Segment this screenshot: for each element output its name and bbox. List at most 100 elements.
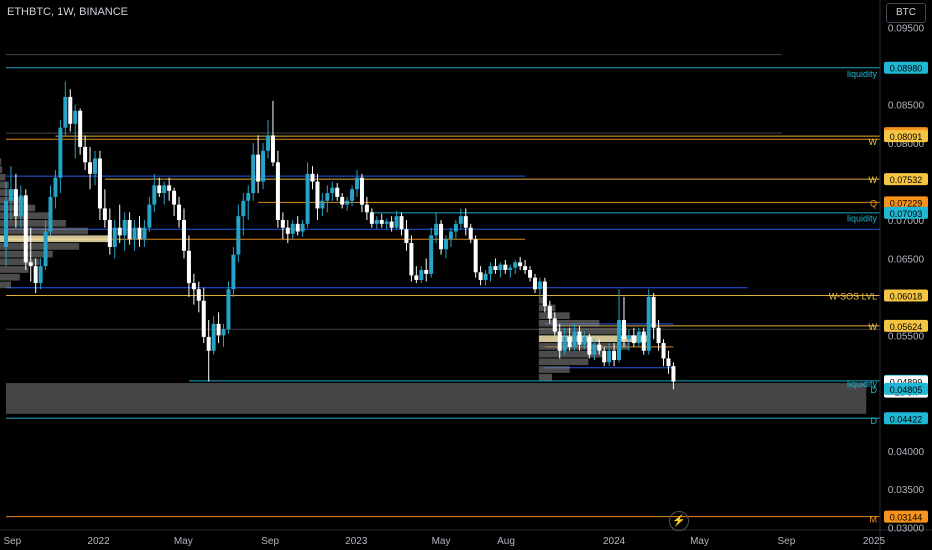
x-tick-label: May (690, 536, 709, 547)
candle-body (48, 196, 53, 232)
y-tick-label: 0.06500 (888, 254, 925, 265)
candle-body (97, 158, 102, 209)
candle-body (532, 277, 537, 290)
candle-body (132, 227, 137, 240)
candle-body (592, 344, 597, 355)
lightning-icon[interactable]: ⚡ (669, 511, 689, 531)
candle-body (92, 158, 97, 174)
candle-body (350, 189, 355, 201)
level-annotation: W-SOS LVL (829, 291, 877, 301)
y-tick-label: 0.03000 (888, 524, 925, 535)
candle-body (552, 318, 557, 332)
price-label-box (884, 61, 928, 74)
level-annotation: liquidity (847, 69, 878, 79)
volume-profile-bar (538, 373, 553, 381)
candle-body (102, 208, 107, 220)
candle-body (626, 335, 631, 340)
candle-body (196, 289, 201, 301)
candle-body (43, 231, 48, 267)
candle-body (528, 270, 533, 278)
candle-body (666, 358, 671, 367)
symbol-title: ETHBTC, 1W, BINANCE (7, 6, 129, 18)
candle-body (231, 254, 236, 290)
level-annotation: W (869, 137, 878, 147)
candle-body (523, 266, 528, 270)
y-tick-label: 0.09500 (888, 24, 925, 35)
level-annotation: W (869, 175, 878, 185)
x-tick-label: Aug (497, 536, 515, 547)
currency-button[interactable]: BTC (886, 3, 926, 23)
candle-body (345, 200, 350, 205)
candle-body (191, 283, 196, 290)
price-label-box (884, 289, 928, 302)
candle-body (58, 127, 63, 178)
candle-body (251, 154, 256, 194)
y-tick-label: 0.08000 (888, 139, 925, 150)
candle-body (330, 187, 335, 194)
candle-body (181, 220, 186, 251)
price-label: 0.07093 (890, 209, 923, 219)
candle-body (152, 185, 157, 205)
candle-body (256, 154, 261, 182)
price-label-box (884, 510, 928, 523)
candle-body (320, 200, 325, 209)
candle-body (661, 343, 666, 359)
candle-body (167, 185, 172, 191)
candle-body (419, 270, 424, 280)
level-annotation: D (871, 385, 878, 395)
candle-body (597, 344, 602, 351)
candle-body (404, 229, 409, 244)
price-label: 0.03144 (890, 513, 923, 523)
price-label: 0.04422 (890, 414, 923, 424)
candle-body (493, 266, 498, 270)
candle-body (147, 204, 152, 228)
price-label-box (884, 206, 928, 219)
candle-body (68, 96, 73, 124)
x-tick-label: Sep (778, 536, 796, 547)
candle-body (315, 181, 320, 209)
candle-body (305, 173, 310, 224)
level-annotation: M (870, 514, 878, 524)
candle-body (379, 220, 384, 224)
candle-body (453, 223, 458, 232)
x-tick-label: May (432, 536, 451, 547)
y-tick-label: 0.07000 (888, 216, 925, 227)
volume-profile-bar (538, 335, 649, 343)
volume-profile-bar (538, 350, 605, 358)
candle-body (285, 227, 290, 234)
volume-profile-bar (0, 227, 88, 235)
candle-body (671, 366, 676, 382)
price-label: 0.06018 (890, 292, 923, 302)
candle-body (557, 331, 562, 351)
candle-body (359, 177, 364, 205)
candle-body (503, 264, 508, 270)
candle-body (542, 281, 547, 307)
candle-body (656, 327, 661, 344)
candle-body (582, 336, 587, 345)
candle-body (4, 200, 8, 247)
candle-body (488, 266, 493, 274)
candle-body (53, 177, 58, 197)
volume-profile-bar (0, 166, 3, 173)
price-label-box (884, 382, 928, 395)
candle-body (448, 231, 453, 240)
candle-body (374, 220, 379, 224)
candle-body (38, 266, 43, 284)
price-label: 0.04805 (890, 385, 923, 395)
candle-body (28, 262, 33, 267)
candle-body (162, 185, 167, 194)
candle-body (78, 110, 83, 147)
candle-body (13, 189, 18, 217)
candle-body (127, 220, 132, 240)
volume-profile-bar (0, 273, 20, 281)
candle-body (434, 223, 439, 236)
candle-body (607, 350, 612, 363)
level-annotation: liquidity (847, 379, 878, 389)
candle-body (537, 281, 542, 290)
candle-body (241, 200, 246, 217)
level-annotation: liquidity (847, 214, 878, 224)
volume-profile-bar (0, 243, 80, 250)
candle-body (117, 227, 122, 236)
